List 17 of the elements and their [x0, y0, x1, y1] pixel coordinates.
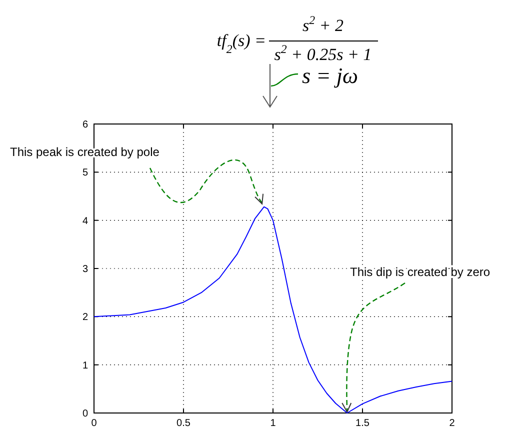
y-tick-label: 4: [82, 216, 88, 227]
text: tf$_{2}$(s) =: [216, 31, 266, 56]
text: s$^{2}$ + 2: [302, 13, 344, 35]
line-series: [94, 206, 452, 414]
x-tick-label: 2: [449, 418, 456, 429]
y-tick-label: 3: [82, 264, 88, 275]
x-tick-label: 0.5: [176, 418, 191, 429]
y-tick-label: 0: [82, 408, 88, 420]
text: s$^{2}$ + 0.25s + 1: [274, 42, 372, 64]
x-tick-label: 0: [91, 418, 98, 429]
y-tick-label: 6: [82, 120, 88, 130]
text: s = jω: [302, 63, 358, 88]
x-tick-label: 1: [270, 418, 276, 429]
y-tick-label: 1: [82, 360, 88, 372]
y-tick-label: 2: [82, 312, 88, 324]
y-tick-label: 5: [82, 168, 88, 179]
x-tick-label: 1.5: [356, 418, 370, 429]
